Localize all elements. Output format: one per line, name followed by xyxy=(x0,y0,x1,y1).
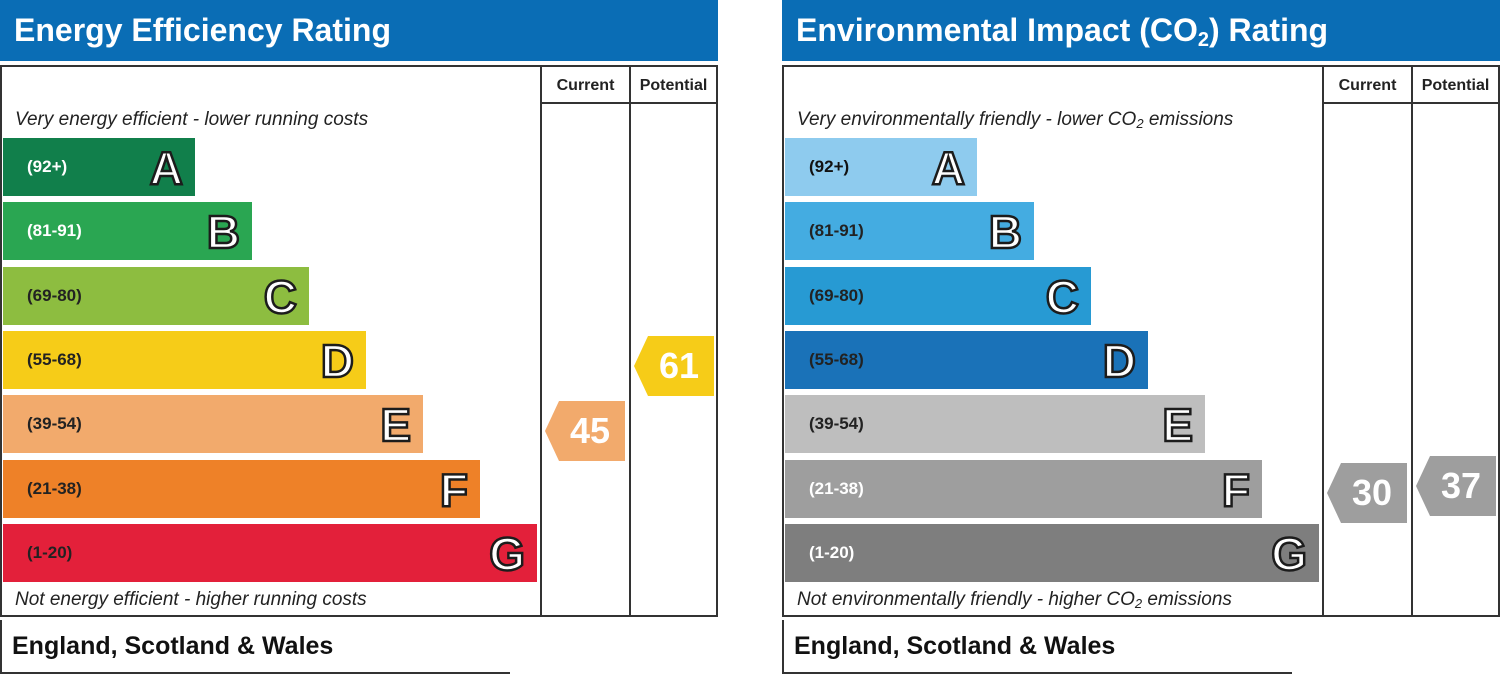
header-divider xyxy=(540,102,716,104)
band-range-label: (39-54) xyxy=(809,414,864,434)
band-a: (92+) A xyxy=(785,138,977,196)
band-e: (39-54) E xyxy=(785,395,1205,454)
column-divider xyxy=(629,67,631,615)
environmental-impact-frame: Current Potential Very environmentally f… xyxy=(782,65,1500,617)
band-letter: F xyxy=(1221,462,1252,517)
arrow-shape xyxy=(634,335,714,396)
band-range-label: (81-91) xyxy=(27,221,82,241)
band-c: (69-80) C xyxy=(785,266,1091,325)
potential-rating-arrow: 37 xyxy=(1416,456,1496,517)
band-letter: E xyxy=(1161,398,1194,453)
band-range-label: (1-20) xyxy=(809,542,855,562)
band-b: (81-91) B xyxy=(3,202,252,261)
rating-value: 37 xyxy=(1440,465,1482,507)
column-divider xyxy=(1322,67,1324,615)
band-d: (55-68) D xyxy=(785,330,1148,389)
band-letter: D xyxy=(320,334,356,389)
arrow-fill xyxy=(634,335,714,396)
band-range-label: (55-68) xyxy=(809,349,864,369)
energy-efficiency-title: Energy Efficiency Rating xyxy=(0,0,718,61)
band-e: (39-54) E xyxy=(3,395,423,454)
region-footer: England, Scotland & Wales xyxy=(0,620,510,674)
potential-column-header: Potential xyxy=(1421,77,1490,94)
potential-column-header: Potential xyxy=(639,77,708,94)
column-divider xyxy=(540,67,542,615)
top-caption: Very environmentally friendly - lower CO… xyxy=(797,109,1234,131)
current-column-header: Current xyxy=(556,77,615,94)
band-f: (21-38) F xyxy=(3,459,480,518)
band-range-label: (21-38) xyxy=(809,478,864,498)
band-letter: D xyxy=(1102,334,1138,389)
band-f: (21-38) F xyxy=(785,459,1262,518)
bottom-caption: Not energy efficient - higher running co… xyxy=(15,589,367,610)
arrow-fill xyxy=(545,400,625,461)
band-c: (69-80) C xyxy=(3,266,309,325)
header-divider xyxy=(1322,102,1498,104)
band-range-label: (92+) xyxy=(809,157,850,176)
band-b: (81-91) B xyxy=(785,202,1034,261)
rating-value: 45 xyxy=(569,409,611,451)
rating-value: 61 xyxy=(658,344,700,386)
current-rating-arrow: 45 xyxy=(545,400,625,461)
top-caption: Very energy efficient - lower running co… xyxy=(15,109,369,130)
band-g: (1-20) G xyxy=(785,523,1319,582)
arrow-fill xyxy=(1416,456,1496,517)
band-a: (92+) A xyxy=(3,138,195,196)
band-letter: E xyxy=(379,398,412,453)
band-range-label: (81-91) xyxy=(809,221,864,241)
column-divider xyxy=(1411,67,1413,615)
band-range-label: (69-80) xyxy=(27,285,82,305)
energy-efficiency-frame: Current Potential Very energy efficient … xyxy=(0,65,718,617)
band-letter: B xyxy=(206,205,242,260)
band-range-label: (92+) xyxy=(27,157,68,176)
band-g: (1-20) G xyxy=(3,523,537,582)
band-letter: B xyxy=(988,205,1024,260)
arrow-shape xyxy=(1327,463,1407,524)
band-letter: G xyxy=(488,527,526,582)
band-range-label: (55-68) xyxy=(27,349,82,369)
band-range-label: (69-80) xyxy=(809,285,864,305)
band-letter: A xyxy=(149,141,185,196)
environmental-impact-title: Environmental Impact (CO2) Rating xyxy=(782,0,1500,61)
current-column-header: Current xyxy=(1338,77,1397,94)
arrow-shape xyxy=(545,400,625,461)
band-range-label: (1-20) xyxy=(27,542,73,562)
potential-rating-arrow: 61 xyxy=(634,335,714,396)
band-letter: G xyxy=(1270,527,1308,582)
environmental-impact-panel: Environmental Impact (CO2) Rating Curren… xyxy=(782,0,1500,675)
band-range-label: (21-38) xyxy=(27,478,82,498)
arrow-shape xyxy=(1416,456,1496,517)
region-footer: England, Scotland & Wales xyxy=(782,620,1292,674)
band-letter: C xyxy=(263,269,299,324)
current-rating-arrow: 30 xyxy=(1327,463,1407,524)
rating-value: 30 xyxy=(1351,472,1393,514)
band-letter: F xyxy=(439,462,470,517)
bottom-caption: Not environmentally friendly - higher CO… xyxy=(797,589,1232,611)
arrow-fill xyxy=(1327,463,1407,524)
energy-efficiency-panel: Energy Efficiency Rating Current Potenti… xyxy=(0,0,718,675)
band-d: (55-68) D xyxy=(3,330,366,389)
band-range-label: (39-54) xyxy=(27,414,82,434)
band-letter: A xyxy=(931,141,967,196)
band-letter: C xyxy=(1045,269,1081,324)
